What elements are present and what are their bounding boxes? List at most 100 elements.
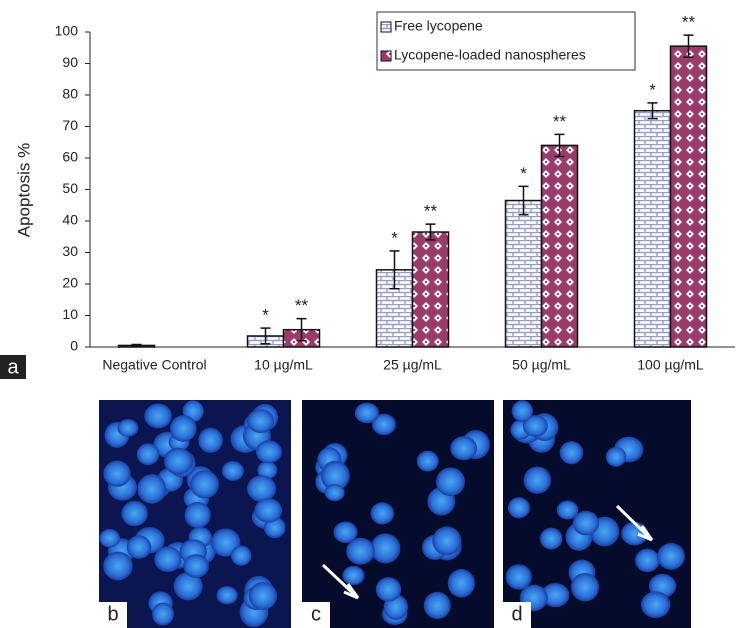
y-tick-label: 20 — [62, 275, 78, 291]
significance: ** — [424, 202, 438, 221]
error-bar — [554, 133, 565, 158]
nucleus — [447, 568, 475, 598]
nucleus — [423, 591, 451, 620]
arrow — [321, 563, 360, 600]
bar — [669, 45, 708, 348]
bar — [504, 199, 543, 348]
nucleus — [541, 582, 570, 608]
error-bar — [296, 317, 307, 342]
x-tick-label: 10 µg/mL — [254, 357, 313, 373]
nucleus — [126, 535, 152, 559]
nucleus — [556, 500, 579, 520]
nucleus — [190, 470, 220, 499]
bar — [633, 110, 672, 348]
y-tick-label: 100 — [55, 23, 79, 39]
nucleus — [416, 450, 439, 472]
nucleus — [137, 474, 167, 504]
nucleus — [570, 572, 600, 602]
nucleus — [572, 510, 600, 536]
nucleus — [640, 591, 671, 618]
bar — [540, 144, 579, 348]
y-tick-label: 30 — [62, 243, 78, 259]
nucleus — [184, 501, 211, 529]
nucleus — [436, 467, 465, 497]
nucleus — [216, 586, 238, 605]
nucleus — [370, 502, 395, 525]
nucleus — [370, 533, 401, 564]
error-bar — [260, 327, 271, 345]
error-bar — [647, 102, 658, 120]
nucleus — [169, 415, 197, 442]
panel-label-box — [99, 602, 127, 628]
x-tick-label: 25 µg/mL — [383, 357, 442, 373]
x-tick-label: 100 µg/mL — [637, 357, 704, 373]
nucleus — [117, 419, 139, 437]
nucleus — [198, 427, 223, 454]
error-bar — [389, 250, 400, 290]
significance: ** — [682, 13, 696, 32]
y-tick-label: 60 — [62, 149, 78, 165]
nucleus — [511, 400, 533, 422]
legend-label: Free lycopene — [394, 18, 483, 34]
nucleus — [375, 577, 402, 602]
nucleus — [505, 564, 532, 590]
significance: * — [262, 306, 269, 325]
error-bar — [425, 223, 436, 241]
nucleus — [432, 526, 462, 556]
nucleus — [154, 546, 182, 572]
x-tick-label: Negative Control — [102, 357, 206, 373]
nucleus — [450, 436, 478, 461]
panel-label: b — [107, 603, 118, 625]
nucleus — [333, 521, 358, 543]
nucleus — [634, 548, 660, 573]
nucleus — [257, 461, 278, 480]
legend — [376, 11, 636, 71]
nucleus — [248, 581, 278, 610]
error-bar — [131, 343, 142, 348]
nucleus — [103, 460, 131, 487]
significance: * — [520, 164, 527, 183]
y-tick-label: 80 — [62, 86, 78, 102]
error-bar — [518, 185, 529, 216]
y-tick-label: 0 — [70, 338, 78, 354]
nucleus — [173, 572, 203, 601]
arrow — [615, 504, 654, 542]
y-tick-label: 70 — [62, 117, 78, 133]
y-tick-label: 40 — [62, 212, 78, 228]
significance: ** — [553, 112, 567, 131]
nucleus — [144, 403, 172, 429]
panel-label-box — [503, 602, 531, 628]
nucleus — [346, 537, 375, 565]
y-tick-label: 10 — [62, 306, 78, 322]
nucleus — [151, 602, 174, 626]
nucleus — [163, 447, 193, 475]
nucleus — [254, 498, 283, 523]
panel-label-box — [0, 355, 26, 379]
nucleus — [103, 551, 133, 581]
legend-swatch — [380, 50, 392, 62]
nucleus — [255, 440, 282, 464]
nucleus — [99, 528, 121, 548]
bar — [411, 231, 450, 348]
panel-label: c — [311, 603, 321, 625]
error-bar — [683, 34, 694, 58]
nucleus — [183, 554, 209, 578]
nucleus — [559, 441, 584, 465]
nucleus — [342, 565, 365, 586]
legend-swatch — [380, 21, 392, 33]
nucleus — [320, 460, 350, 491]
nucleus — [507, 497, 530, 519]
nucleus — [230, 545, 252, 566]
significance: ** — [295, 296, 309, 315]
panel-label: a — [7, 356, 19, 378]
panel-label-box — [302, 602, 330, 628]
panel-label: d — [511, 603, 522, 625]
nucleus — [136, 443, 160, 466]
x-tick-label: 50 µg/mL — [512, 357, 571, 373]
nucleus — [246, 409, 275, 433]
nucleus — [121, 500, 148, 527]
y-axis-label: Apoptosis % — [14, 143, 33, 238]
nucleus — [221, 461, 244, 481]
nucleus — [246, 475, 277, 502]
